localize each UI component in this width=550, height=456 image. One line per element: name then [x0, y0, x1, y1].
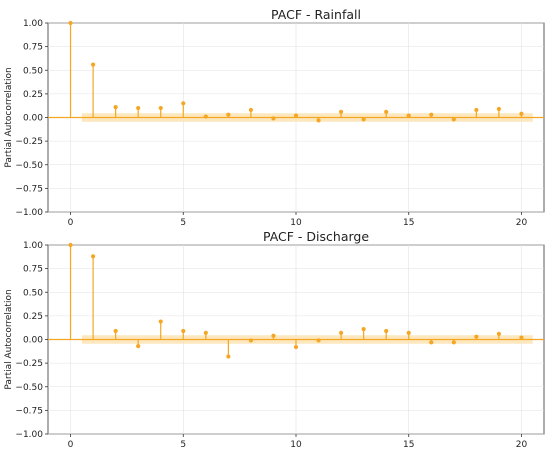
marker-lag-10 — [293, 344, 299, 350]
y-tick-label: 0.50 — [23, 288, 43, 298]
marker-lag-12 — [338, 330, 344, 335]
y-tick-label: 1.00 — [23, 19, 43, 29]
marker-lag-2 — [113, 328, 118, 334]
marker-lag-19 — [496, 106, 502, 112]
marker-lag-13 — [361, 327, 366, 332]
y-tick-label: −0.50 — [15, 383, 43, 393]
marker-lag-5 — [181, 328, 186, 334]
x-tick-label: 10 — [290, 440, 302, 450]
marker-lag-15 — [406, 113, 411, 118]
x-tick-label: 15 — [403, 218, 414, 228]
marker-lag-18 — [474, 334, 479, 339]
marker-lag-17 — [451, 117, 456, 122]
marker-lag-13 — [361, 117, 366, 122]
marker-lag-9 — [271, 333, 276, 338]
y-tick-label: 0.25 — [23, 312, 43, 322]
marker-lag-14 — [384, 109, 389, 114]
marker-lag-11 — [316, 338, 321, 343]
marker-lag-20 — [519, 111, 524, 116]
chart-title: PACF - Rainfall — [271, 7, 361, 22]
y-tick-label: −0.25 — [15, 359, 43, 369]
x-tick-label: 20 — [516, 218, 528, 228]
x-tick-label: 20 — [516, 440, 528, 450]
y-tick-label: 0.00 — [23, 336, 43, 346]
marker-lag-3 — [136, 105, 141, 111]
y-tick-label: −1.00 — [15, 208, 43, 218]
x-tick-label: 5 — [180, 218, 186, 228]
y-tick-label: 0.75 — [23, 43, 43, 53]
marker-lag-18 — [474, 107, 479, 113]
marker-lag-17 — [451, 340, 456, 345]
marker-lag-11 — [316, 118, 321, 123]
marker-lag-12 — [338, 109, 344, 114]
x-tick-label: 5 — [180, 440, 186, 450]
marker-lag-6 — [203, 114, 208, 119]
x-tick-label: 15 — [403, 440, 414, 450]
marker-lag-2 — [113, 105, 118, 110]
x-tick-label: 0 — [68, 218, 74, 228]
y-tick-label: −0.75 — [15, 406, 43, 416]
marker-lag-15 — [406, 330, 411, 335]
marker-lag-8 — [248, 338, 254, 343]
y-tick-label: −1.00 — [15, 430, 43, 440]
marker-lag-6 — [203, 330, 208, 335]
marker-lag-8 — [248, 107, 254, 113]
y-tick-label: 0.00 — [23, 114, 43, 124]
marker-lag-3 — [136, 344, 141, 349]
marker-lag-14 — [384, 328, 389, 334]
marker-lag-4 — [158, 105, 163, 111]
marker-lag-19 — [496, 331, 502, 336]
marker-lag-9 — [271, 116, 276, 121]
pacf-discharge-chart: 1.00 0.75 0.50 0.25 0.00 −0.25 −0.50 −0.75 −1.00… — [4, 229, 545, 450]
pacf-rainfall-chart: 1.00 0.75 0.50 0.25 0.00 −0.25 −0.50 −0.75 −1.00… — [4, 7, 545, 228]
marker-lag-4 — [158, 319, 163, 324]
marker-lag-1 — [90, 254, 96, 259]
marker-lag-7 — [226, 112, 231, 117]
marker-lag-16 — [429, 112, 434, 117]
y-tick-label: −0.25 — [15, 137, 43, 147]
x-tick-label: 10 — [290, 218, 302, 228]
y-tick-label: 0.75 — [23, 265, 43, 275]
y-tick-label: 0.50 — [23, 66, 43, 76]
y-tick-label: 0.25 — [23, 90, 43, 100]
marker-lag-20 — [519, 335, 524, 340]
marker-lag-0 — [68, 20, 73, 26]
y-axis-label: Partial Autocorrelation — [4, 67, 14, 167]
marker-lag-5 — [181, 101, 186, 106]
chart-title: PACF - Discharge — [263, 229, 369, 244]
y-tick-label: −0.50 — [15, 161, 43, 171]
y-tick-label: −0.75 — [15, 184, 43, 194]
y-tick-label: 1.00 — [23, 241, 43, 251]
marker-lag-1 — [90, 62, 96, 67]
marker-lag-16 — [429, 340, 434, 345]
marker-lag-7 — [226, 354, 231, 359]
y-axis-label: Partial Autocorrelation — [4, 289, 14, 389]
marker-lag-0 — [68, 242, 73, 248]
marker-lag-10 — [293, 113, 299, 118]
x-tick-label: 0 — [68, 440, 74, 450]
